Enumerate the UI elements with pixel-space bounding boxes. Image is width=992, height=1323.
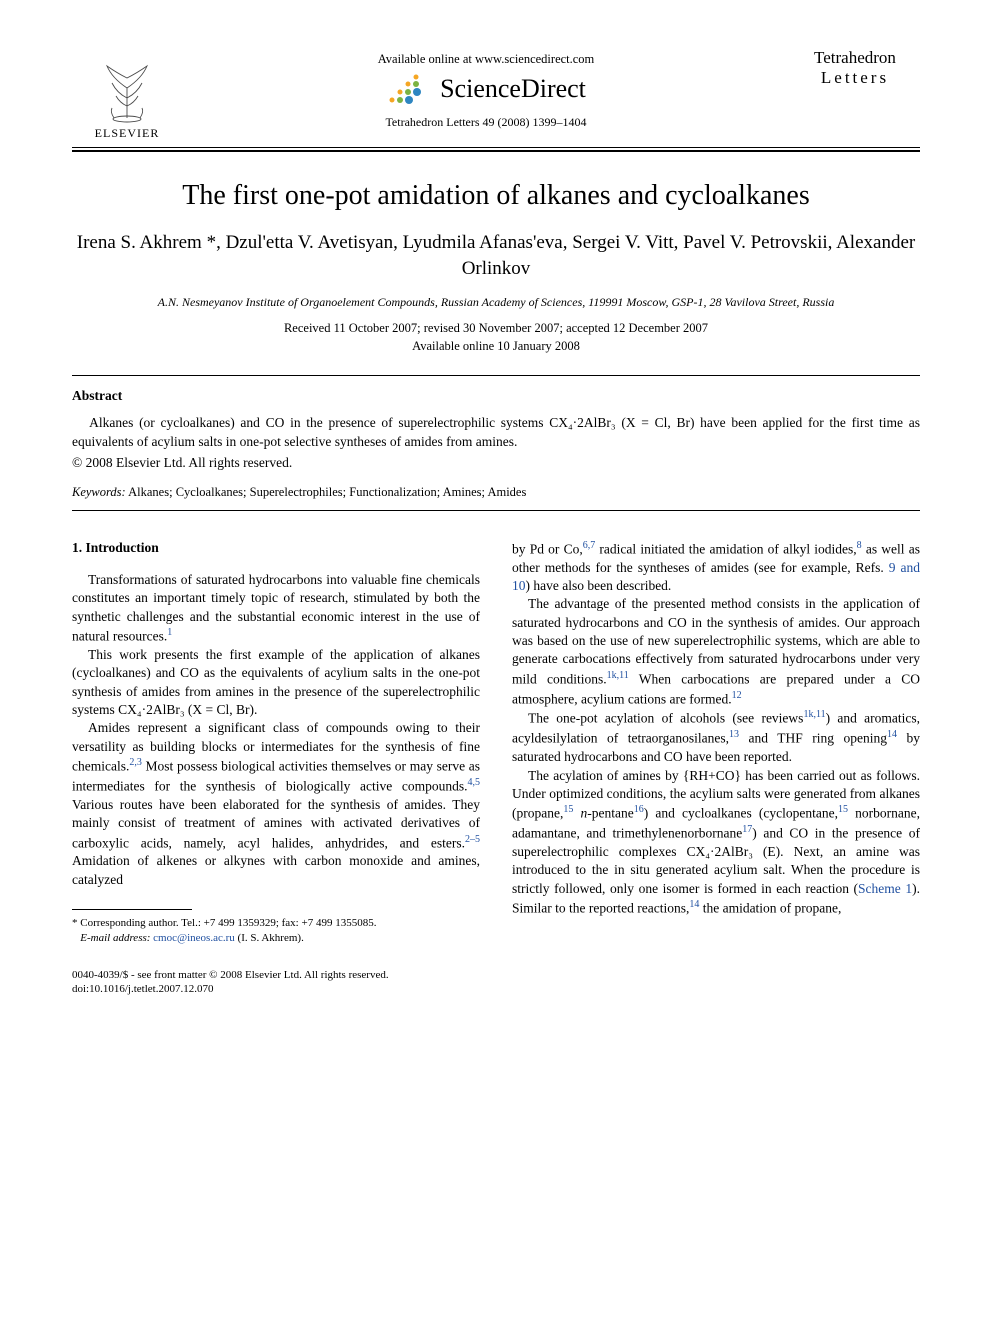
dates-line2: Available online 10 January 2008	[412, 339, 580, 353]
footnote-tel: * Corresponding author. Tel.: +7 499 135…	[72, 916, 480, 931]
elsevier-text: ELSEVIER	[72, 126, 182, 141]
section-heading-intro: 1. Introduction	[72, 539, 480, 557]
citation-ref[interactable]: 14	[887, 729, 897, 740]
citation-ref[interactable]: 12	[732, 690, 742, 701]
article-dates: Received 11 October 2007; revised 30 Nov…	[72, 320, 920, 355]
body-text	[573, 806, 580, 821]
center-header: Available online at www.sciencedirect.co…	[182, 48, 790, 130]
footnote-email-line: E-mail address: cmoc@ineos.ac.ru (I. S. …	[72, 931, 480, 946]
journal-name-line2: Letters	[790, 68, 920, 88]
email-link[interactable]: cmoc@ineos.ac.ru	[150, 932, 234, 944]
citation-ref[interactable]: 2,3	[129, 757, 142, 768]
citation-ref[interactable]: 15	[563, 804, 573, 815]
keywords-label: Keywords:	[72, 485, 126, 499]
front-matter-block: 0040-4039/$ - see front matter © 2008 El…	[72, 968, 480, 997]
abstract-rule-bottom	[72, 510, 920, 511]
available-online-text: Available online at www.sciencedirect.co…	[182, 52, 790, 67]
citation-ref[interactable]: 2–5	[465, 834, 480, 845]
sciencedirect-logo: ScienceDirect	[182, 71, 790, 107]
body-text: and THF ring opening	[739, 731, 887, 746]
abstract-text: Alkanes (or cycloalkanes) and CO in the …	[72, 414, 920, 450]
email-label: E-mail address:	[80, 932, 150, 944]
keywords-values: Alkanes; Cycloalkanes; Superelectrophile…	[126, 485, 527, 499]
body-text: radical initiated the amidation of alkyl…	[595, 541, 856, 556]
citation-ref[interactable]: 4,5	[468, 777, 481, 788]
dates-line1: Received 11 October 2007; revised 30 Nov…	[284, 321, 708, 335]
footnote-rule	[72, 909, 192, 910]
citation-ref[interactable]: 1	[167, 627, 172, 638]
abstract-body-text: Alkanes (or cycloalkanes) and CO in the …	[72, 415, 920, 448]
paragraph: This work presents the first example of …	[72, 646, 480, 719]
paragraph: The one-pot acylation of alcohols (see r…	[512, 708, 920, 766]
doi-line: doi:10.1016/j.tetlet.2007.12.070	[72, 982, 480, 996]
elsevier-logo-block: ELSEVIER	[72, 48, 182, 141]
email-tail: (I. S. Akhrem).	[235, 932, 304, 944]
body-text: The one-pot acylation of alcohols (see r…	[528, 711, 803, 726]
journal-header: ELSEVIER Available online at www.science…	[72, 48, 920, 141]
body-text: Various routes have been elaborated for …	[72, 797, 480, 850]
front-matter-line: 0040-4039/$ - see front matter © 2008 El…	[72, 968, 480, 982]
sciencedirect-dots-icon	[386, 71, 432, 107]
elsevier-tree-icon	[92, 48, 162, 124]
citation-ref[interactable]: 1k,11	[607, 670, 629, 681]
citation-ref[interactable]: 14	[689, 899, 699, 910]
paragraph: The acylation of amines by {RH+CO} has b…	[512, 767, 920, 918]
citation-ref[interactable]: 6,7	[583, 540, 596, 551]
citation-ref[interactable]: 17	[742, 824, 752, 835]
author-list: Irena S. Akhrem *, Dzul'etta V. Avetisya…	[72, 230, 920, 281]
keywords-line: Keywords: Alkanes; Cycloalkanes; Superel…	[72, 485, 920, 500]
journal-name-line1: Tetrahedron	[790, 48, 920, 68]
citation-ref[interactable]: 16	[634, 804, 644, 815]
citation-line: Tetrahedron Letters 49 (2008) 1399–1404	[182, 115, 790, 130]
paragraph: by Pd or Co,6,7 radical initiated the am…	[512, 539, 920, 596]
abstract-heading: Abstract	[72, 388, 920, 404]
column-left: 1. Introduction Transformations of satur…	[72, 539, 480, 997]
body-text: the amidation of propane,	[699, 901, 841, 916]
affiliation: A.N. Nesmeyanov Institute of Organoeleme…	[72, 295, 920, 310]
scheme-link[interactable]: Scheme 1	[858, 881, 912, 896]
body-text: by Pd or Co,	[512, 541, 583, 556]
paragraph: Amides represent a significant class of …	[72, 719, 480, 889]
abstract-rule-top	[72, 375, 920, 376]
body-text: Transformations of saturated hydrocarbon…	[72, 572, 480, 644]
header-rule-thin	[72, 147, 920, 148]
body-text: ) have also been described.	[526, 578, 672, 593]
body-columns: 1. Introduction Transformations of satur…	[72, 539, 920, 997]
paragraph: The advantage of the presented method co…	[512, 595, 920, 708]
copyright-line: © 2008 Elsevier Ltd. All rights reserved…	[72, 455, 920, 471]
article-title: The first one-pot amidation of alkanes a…	[72, 180, 920, 212]
citation-ref[interactable]: 15	[838, 804, 848, 815]
body-text: ) and cycloalkanes (cyclopentane,	[644, 806, 838, 821]
corresponding-author-footnote: * Corresponding author. Tel.: +7 499 135…	[72, 916, 480, 946]
column-right: by Pd or Co,6,7 radical initiated the am…	[512, 539, 920, 997]
header-rule-thick	[72, 150, 920, 152]
citation-ref[interactable]: 13	[729, 729, 739, 740]
body-text: Amidation of alkenes or alkynes with car…	[72, 853, 480, 886]
body-text: -pentane	[587, 806, 633, 821]
sciencedirect-text: ScienceDirect	[440, 74, 586, 104]
journal-title-block: Tetrahedron Letters	[790, 48, 920, 88]
paragraph: Transformations of saturated hydrocarbon…	[72, 571, 480, 646]
citation-ref[interactable]: 1k,11	[803, 709, 825, 720]
